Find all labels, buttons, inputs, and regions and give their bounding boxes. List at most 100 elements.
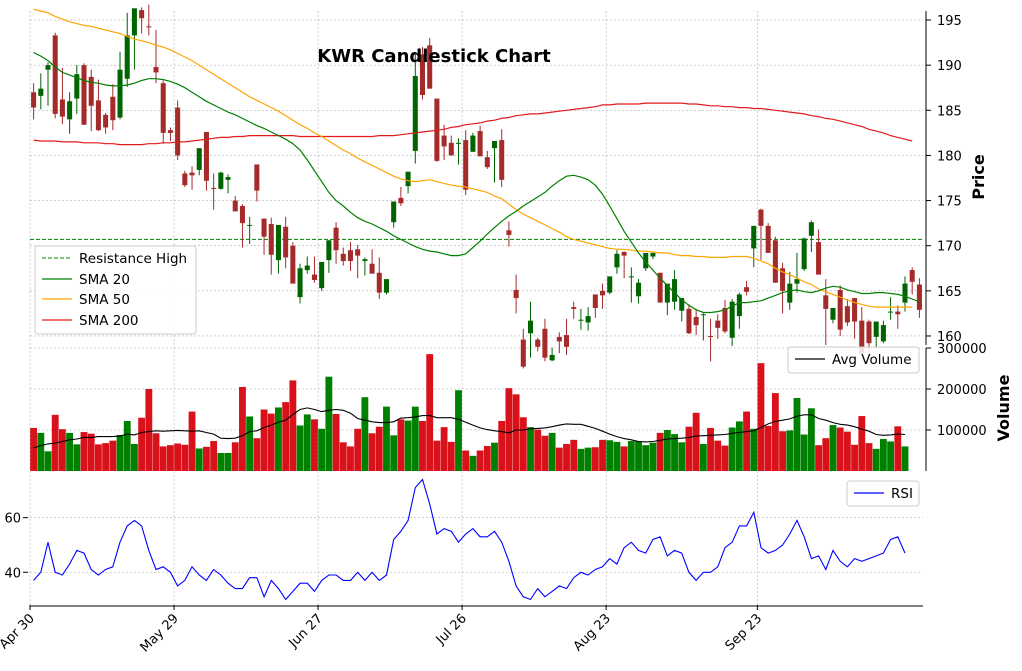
candle-body [664, 283, 670, 303]
candle-body [614, 253, 620, 268]
candle [398, 187, 404, 206]
volume-bar [311, 419, 318, 471]
candle [628, 267, 634, 303]
volume-bar [253, 438, 261, 471]
candle [578, 308, 584, 330]
volume-bar [656, 432, 664, 471]
candle [376, 257, 382, 299]
volume-bar [404, 420, 412, 471]
volume-bar [829, 425, 837, 471]
candle [801, 237, 807, 271]
candle [859, 307, 865, 355]
volume-bar [447, 441, 455, 471]
candle [463, 130, 469, 196]
volume-bar [563, 443, 570, 471]
volume-bar [361, 397, 369, 471]
candle [153, 29, 159, 84]
candle [830, 307, 836, 324]
candle [67, 92, 73, 134]
candle-body [880, 325, 886, 342]
candle [816, 229, 822, 275]
candle [369, 249, 375, 274]
candle [686, 304, 692, 335]
candle-body [556, 336, 562, 342]
volume-bar [519, 417, 527, 471]
volume-bar [462, 450, 470, 471]
volume-bar [714, 440, 722, 471]
candle-body [182, 173, 188, 186]
candle-body [722, 307, 728, 332]
candle [110, 84, 116, 131]
candle-body [268, 224, 274, 255]
candle [52, 32, 58, 119]
candle [542, 318, 548, 362]
candle-body [902, 283, 908, 303]
candle [448, 135, 454, 156]
candle [535, 337, 541, 352]
volume-bar [332, 414, 340, 471]
candle [636, 279, 642, 304]
volume-bar [138, 417, 146, 471]
rsi-line [33, 478, 906, 601]
candle-body [830, 307, 836, 320]
volume-bar [649, 442, 657, 471]
candle [311, 256, 317, 283]
candle-body [772, 240, 778, 283]
candle [59, 67, 65, 124]
volume-bar [433, 440, 441, 471]
x-tick-label: Aug 23 [571, 611, 614, 654]
volume-bar [541, 435, 549, 471]
candle [455, 138, 462, 165]
candle [715, 314, 721, 339]
sma-50-line [33, 8, 913, 308]
candle-body [520, 339, 526, 367]
volume-legend: Avg Volume [787, 346, 920, 374]
volume-bar [771, 393, 779, 471]
candle-body [160, 83, 166, 133]
price-tick-label: 160 [937, 330, 962, 345]
volume-bar [102, 443, 110, 471]
volume-bar [879, 439, 887, 471]
candle-body [527, 320, 534, 334]
volume-axis-label: Volume [994, 374, 1013, 441]
candle-body [239, 205, 245, 224]
candle [693, 308, 699, 336]
candle [203, 131, 209, 191]
candle [657, 272, 663, 303]
volume-bar [210, 441, 218, 471]
candle [837, 285, 843, 336]
candle-body [657, 272, 663, 303]
candle [513, 274, 519, 314]
candle [239, 204, 245, 248]
volume-bar [491, 442, 498, 471]
candle-body [319, 261, 325, 289]
candle [491, 140, 498, 183]
volume-bar [116, 434, 124, 471]
candle-body [131, 8, 137, 36]
volume-bar [224, 452, 232, 471]
volume-bar [440, 427, 448, 471]
volume-bar [743, 411, 750, 471]
legend-label-sma50: SMA 50 [79, 292, 130, 308]
candle-body [88, 76, 94, 106]
volume-bar [678, 442, 686, 471]
candle [139, 7, 145, 34]
candle [600, 283, 606, 309]
candle-body [333, 227, 339, 251]
price-tick-label: 170 [937, 240, 962, 255]
candle [794, 252, 800, 293]
candle-body [837, 289, 843, 330]
candle [563, 318, 570, 355]
candle-body [758, 209, 764, 226]
volume-bar [231, 442, 239, 471]
volume-bar [757, 363, 765, 471]
candle-body [167, 130, 173, 133]
volume-bar [901, 446, 909, 471]
candle [189, 166, 195, 190]
volume-bar [699, 443, 707, 471]
candle [852, 298, 858, 339]
candle-body [808, 222, 814, 236]
candle [326, 240, 332, 273]
candle-body [592, 294, 598, 308]
volume-bar [786, 430, 794, 471]
